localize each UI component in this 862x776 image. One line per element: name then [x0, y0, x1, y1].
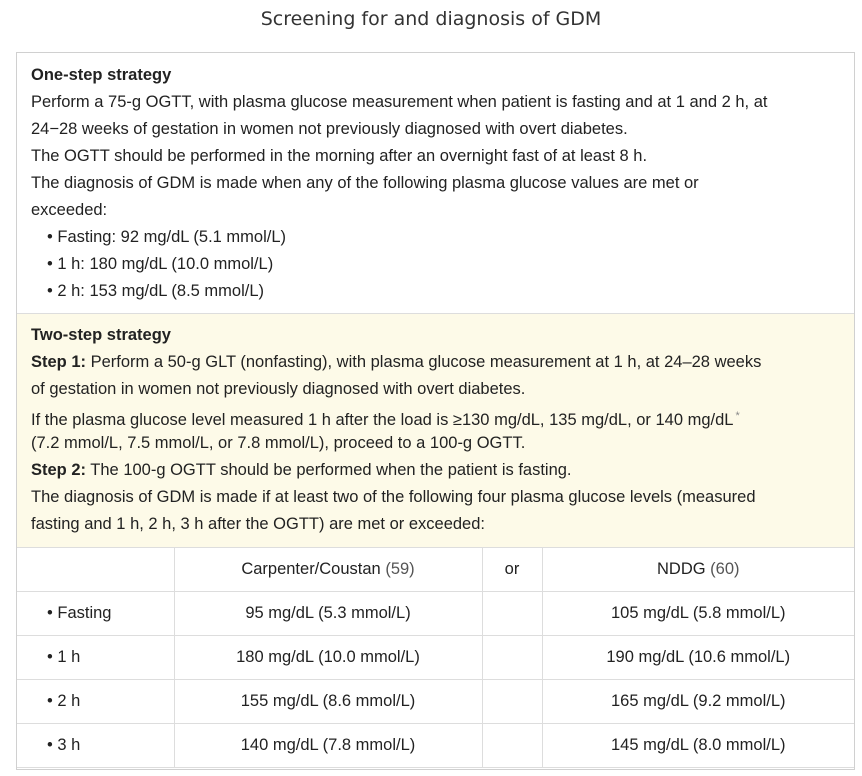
two-step-section: Two-step strategy Step 1: Perform a 50-g… — [17, 314, 854, 548]
one-step-line: exceeded: — [31, 201, 108, 219]
step2-text: The 100-g OGTT should be performed when … — [86, 461, 572, 479]
or-cell — [481, 635, 543, 680]
table-header-cc: Carpenter/Coustan (59) — [173, 548, 483, 592]
page-title: Screening for and diagnosis of GDM — [260, 8, 602, 30]
two-step-line: fasting and 1 h, 2 h, 3 h after the OGTT… — [31, 515, 485, 533]
gdm-table: One-step strategy Perform a 75-g OGTT, w… — [16, 52, 855, 770]
table-header-nddg: NDDG (60) — [541, 548, 854, 592]
nddg-ref[interactable]: (60) — [705, 560, 740, 578]
table-header-empty — [17, 548, 175, 592]
step1-line: Step 1: Perform a 50-g GLT (nonfasting),… — [31, 352, 761, 372]
list-item: • 2 h: 153 mg/dL (8.5 mmol/L) — [47, 282, 265, 300]
table-row: • 3 h 140 mg/dL (7.8 mmol/L) 145 mg/dL (… — [17, 723, 854, 768]
row-label: • 1 h — [17, 635, 175, 680]
table-row: • 1 h 180 mg/dL (10.0 mmol/L) 190 mg/dL … — [17, 635, 854, 680]
step2-label: Step 2: — [31, 461, 87, 479]
step1-text: Perform a 50-g GLT (nonfasting), with pl… — [86, 353, 762, 371]
one-step-line: Perform a 75-g OGTT, with plasma glucose… — [31, 93, 768, 111]
cc-ref[interactable]: (59) — [380, 560, 415, 578]
or-cell — [481, 591, 543, 636]
criteria-table: Carpenter/Coustan (59) or NDDG (60) • Fa… — [17, 548, 854, 768]
one-step-section: One-step strategy Perform a 75-g OGTT, w… — [17, 53, 854, 314]
table-row: • Fasting 95 mg/dL (5.3 mmol/L) 105 mg/d… — [17, 591, 854, 636]
table-header-row: Carpenter/Coustan (59) or NDDG (60) — [17, 548, 854, 592]
one-step-line: 24−28 weeks of gestation in women not pr… — [31, 120, 628, 138]
or-cell — [481, 723, 543, 768]
two-step-line: (7.2 mmol/L, 7.5 mmol/L, or 7.8 mmol/L),… — [31, 434, 526, 452]
cc-label: Carpenter/Coustan — [241, 560, 381, 578]
two-step-line: If the plasma glucose level measured 1 h… — [31, 406, 740, 430]
table-header-or: or — [481, 548, 543, 592]
footnote-mark[interactable]: * — [735, 410, 740, 422]
nddg-value: 190 mg/dL (10.6 mmol/L) — [541, 635, 854, 680]
two-step-heading: Two-step strategy — [31, 326, 171, 344]
nddg-value: 105 mg/dL (5.8 mmol/L) — [541, 591, 854, 636]
two-step-line: of gestation in women not previously dia… — [31, 380, 526, 398]
row-label: • Fasting — [17, 591, 175, 636]
list-item: • Fasting: 92 mg/dL (5.1 mmol/L) — [47, 228, 287, 246]
cc-value: 95 mg/dL (5.3 mmol/L) — [173, 591, 483, 636]
or-cell — [481, 679, 543, 724]
list-item: • 1 h: 180 mg/dL (10.0 mmol/L) — [47, 255, 274, 273]
two-step-line: The diagnosis of GDM is made if at least… — [31, 488, 756, 506]
table-row: • 2 h 155 mg/dL (8.6 mmol/L) 165 mg/dL (… — [17, 679, 854, 724]
cc-value: 140 mg/dL (7.8 mmol/L) — [173, 723, 483, 768]
step1-label: Step 1: — [31, 353, 87, 371]
nddg-value: 165 mg/dL (9.2 mmol/L) — [541, 679, 854, 724]
nddg-label: NDDG — [656, 560, 706, 578]
cc-value: 180 mg/dL (10.0 mmol/L) — [173, 635, 483, 680]
one-step-line: The OGTT should be performed in the morn… — [31, 147, 648, 165]
nddg-value: 145 mg/dL (8.0 mmol/L) — [541, 723, 854, 768]
threshold-text: If the plasma glucose level measured 1 h… — [31, 411, 734, 429]
step2-line: Step 2: The 100-g OGTT should be perform… — [31, 460, 572, 480]
one-step-heading: One-step strategy — [31, 66, 172, 84]
row-label: • 3 h — [17, 723, 175, 768]
row-label: • 2 h — [17, 679, 175, 724]
cc-value: 155 mg/dL (8.6 mmol/L) — [173, 679, 483, 724]
one-step-line: The diagnosis of GDM is made when any of… — [31, 174, 699, 192]
